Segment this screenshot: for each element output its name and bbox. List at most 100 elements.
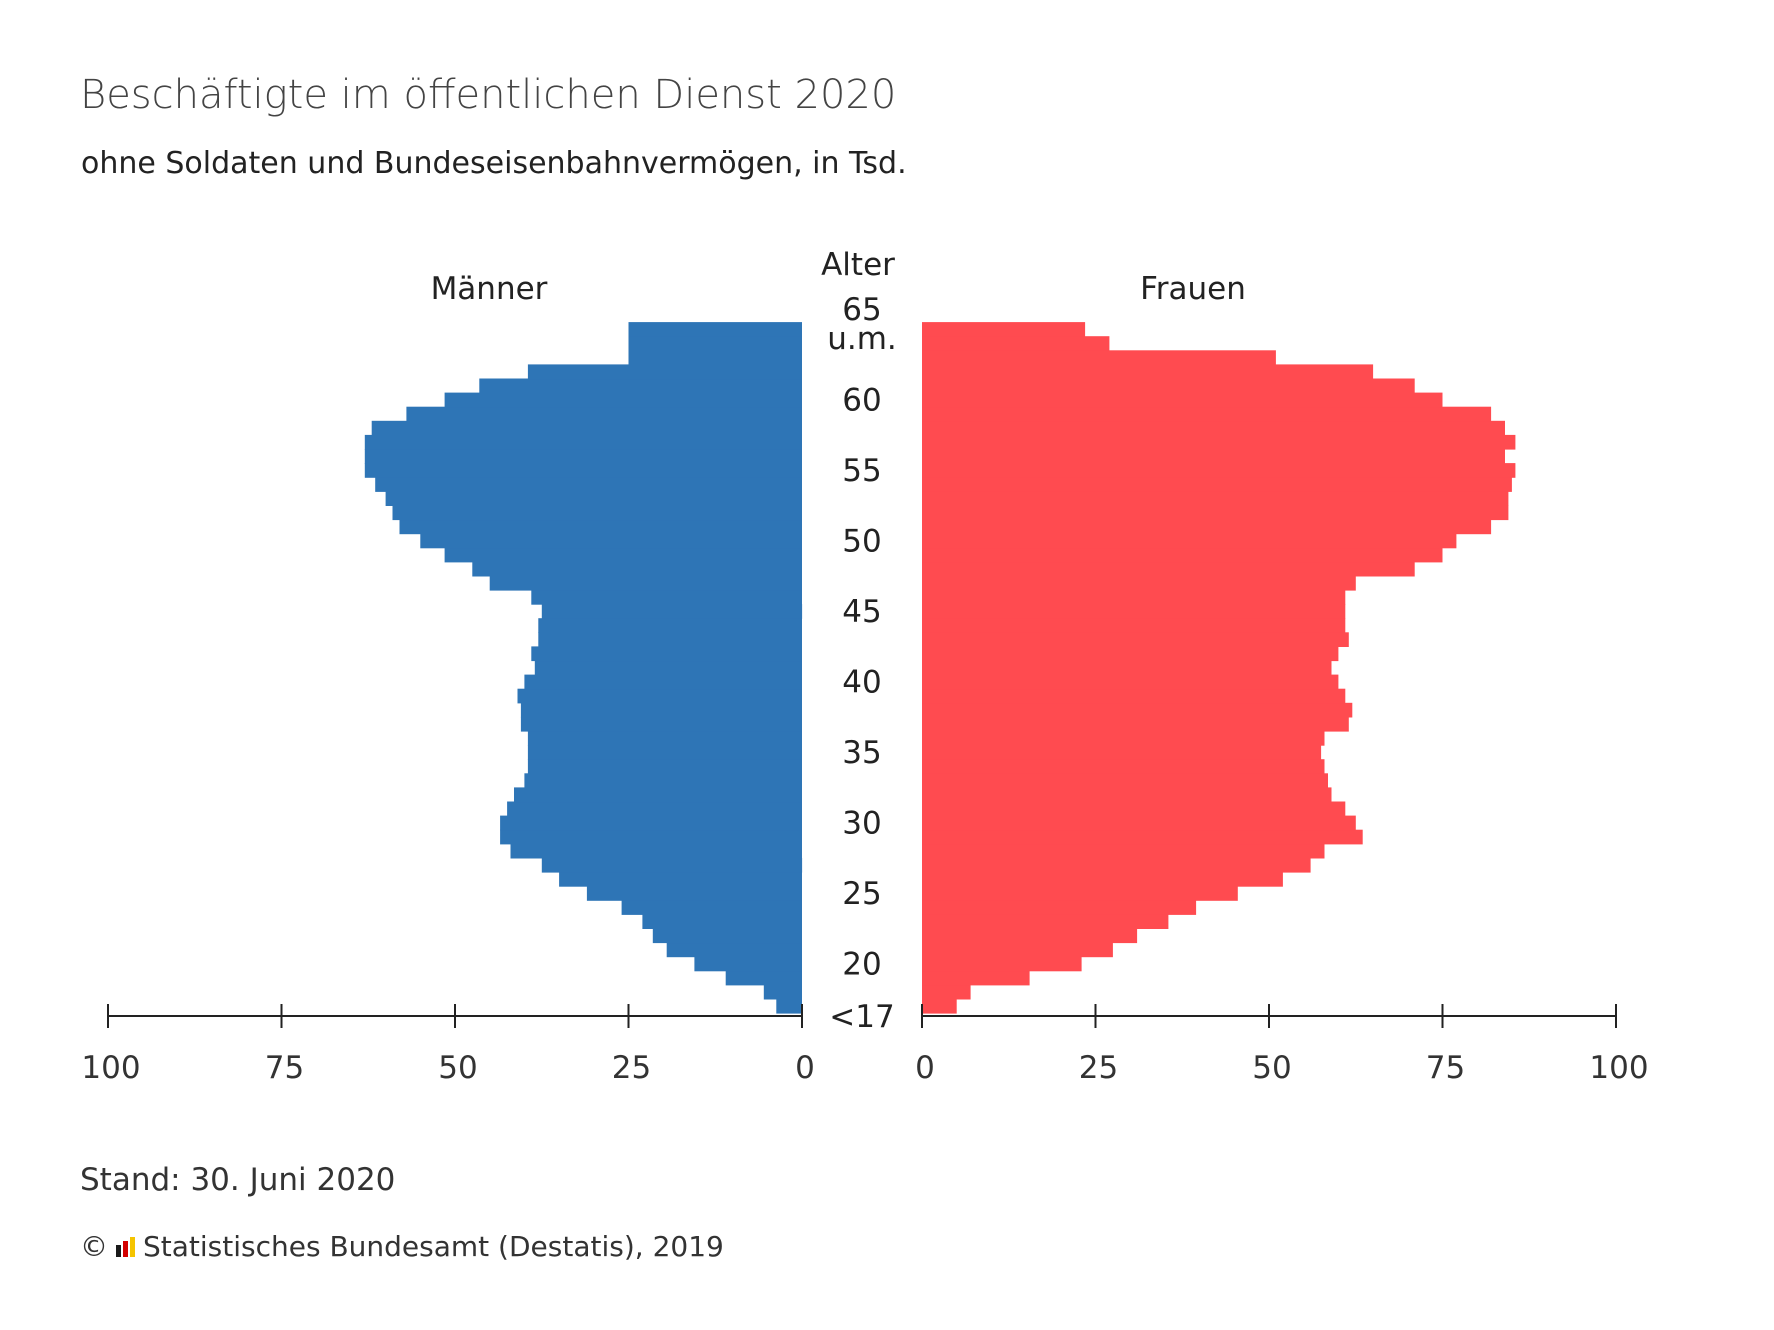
legend-frauen: Frauen: [1140, 271, 1246, 307]
bar-maenner-38: [520, 702, 802, 718]
bar-maenner-59: [406, 406, 802, 422]
bar-frauen-46: [922, 590, 1346, 605]
bar-maenner-36: [527, 731, 802, 746]
age-label-extra: u.m.: [827, 321, 897, 357]
bar-maenner-49: [444, 547, 802, 563]
bar-frauen-45: [922, 604, 1346, 619]
bar-frauen-51: [922, 519, 1492, 535]
source-text: Statistisches Bundesamt (Destatis), 2019: [143, 1230, 724, 1263]
bar-frauen-38: [922, 702, 1353, 718]
bar-maenner-29: [500, 829, 802, 845]
bar-maenner-21: [666, 942, 802, 958]
bar-frauen-37: [922, 716, 1349, 732]
bar-maenner-42: [531, 646, 802, 662]
bar-maenner-62: [527, 364, 802, 380]
bar-maenner-39: [517, 688, 802, 704]
bar-frauen-65 u.m.: [922, 322, 1086, 337]
bar-maenner-28: [510, 843, 802, 859]
bar-maenner-48: [472, 561, 802, 577]
copyright-symbol: ©: [80, 1230, 108, 1263]
bar-frauen-28: [922, 843, 1325, 859]
bar-maenner-30: [500, 815, 802, 831]
bar-frauen-34: [922, 759, 1325, 774]
bar-frauen-48: [922, 561, 1415, 577]
chart-subtitle: ohne Soldaten und Bundeseisenbahnvermöge…: [81, 146, 907, 181]
age-label-45: 45: [842, 594, 881, 630]
bar-frauen-18: [922, 984, 971, 1000]
age-label-35: 35: [842, 735, 881, 771]
bar-frauen-62: [922, 364, 1374, 380]
bar-maenner-52: [392, 505, 802, 521]
age-axis-title: Alter: [821, 247, 895, 283]
bar-frauen-42: [922, 646, 1339, 662]
bar-maenner-40: [524, 674, 802, 690]
bar-maenner-58: [371, 420, 802, 436]
x-tick-label-right-50: 50: [1252, 1050, 1291, 1086]
age-label-30: 30: [842, 806, 881, 842]
age-label-60: 60: [842, 383, 881, 419]
bar-maenner-46: [531, 590, 802, 605]
age-label-20: 20: [842, 947, 881, 983]
bar-frauen-35: [922, 745, 1322, 760]
bar-frauen-64: [922, 336, 1110, 351]
bar-frauen-50: [922, 533, 1457, 549]
bar-frauen-32: [922, 787, 1332, 803]
x-tick-label-right-75: 75: [1426, 1050, 1465, 1086]
bar-maenner-65 u.m.: [628, 322, 802, 337]
bar-frauen-<17: [922, 998, 957, 1014]
x-tick-label-left-0: 0: [795, 1050, 815, 1086]
bar-frauen-29: [922, 829, 1363, 845]
bar-frauen-57: [922, 434, 1516, 450]
x-tick-label-right-25: 25: [1079, 1050, 1118, 1086]
age-label-50: 50: [842, 524, 881, 560]
age-labels: <17 20 25 30 35 40 45 50 55 60 65u.m.: [827, 292, 897, 1035]
bar-maenner-55: [364, 463, 802, 478]
bar-maenner-33: [524, 773, 802, 788]
bar-maenner-41: [534, 660, 802, 676]
bar-frauen-27: [922, 857, 1311, 873]
chart-title: Beschäftigte im öffentlichen Dienst 2020: [80, 72, 897, 118]
bar-frauen-39: [922, 688, 1346, 704]
bar-frauen-44: [922, 618, 1346, 633]
bar-maenner-24: [621, 900, 802, 915]
bar-frauen-23: [922, 914, 1169, 929]
bar-frauen-43: [922, 632, 1349, 647]
x-tick-label-left-25: 25: [612, 1050, 651, 1086]
bar-maenner-50: [420, 533, 802, 549]
bar-frauen-41: [922, 660, 1332, 676]
bar-frauen-61: [922, 378, 1415, 394]
bar-frauen-30: [922, 815, 1356, 831]
bar-maenner-31: [507, 801, 802, 817]
x-tick-label-right-0: 0: [915, 1050, 935, 1086]
bar-maenner-53: [385, 491, 802, 506]
bar-maenner-20: [694, 956, 802, 972]
bar-frauen-56: [922, 449, 1505, 464]
bar-maenner-54: [375, 477, 802, 492]
bar-maenner-18: [763, 984, 802, 1000]
bar-frauen-63: [922, 350, 1276, 365]
bar-frauen-49: [922, 547, 1443, 563]
x-tick-label-left-75: 75: [265, 1050, 304, 1086]
x-tick-label-left-50: 50: [438, 1050, 477, 1086]
bar-frauen-36: [922, 731, 1325, 746]
bar-frauen-20: [922, 956, 1082, 972]
bar-frauen-54: [922, 477, 1512, 492]
bar-maenner-34: [527, 759, 802, 774]
age-label-25: 25: [842, 876, 881, 912]
bar-frauen-53: [922, 491, 1509, 506]
bar-frauen-58: [922, 420, 1505, 436]
bar-maenner-56: [364, 449, 802, 464]
bar-frauen-26: [922, 872, 1283, 887]
bar-maenner-27: [541, 857, 803, 873]
bar-frauen-47: [922, 575, 1356, 591]
bar-maenner-44: [538, 618, 802, 633]
bar-maenner-35: [527, 745, 802, 760]
bar-frauen-31: [922, 801, 1346, 817]
bar-frauen-22: [922, 928, 1138, 944]
bar-maenner-22: [652, 928, 802, 944]
bar-maenner-32: [514, 787, 802, 803]
age-label-65: 65: [842, 292, 881, 328]
maenner-bars: [364, 322, 803, 1014]
bar-frauen-59: [922, 406, 1492, 422]
